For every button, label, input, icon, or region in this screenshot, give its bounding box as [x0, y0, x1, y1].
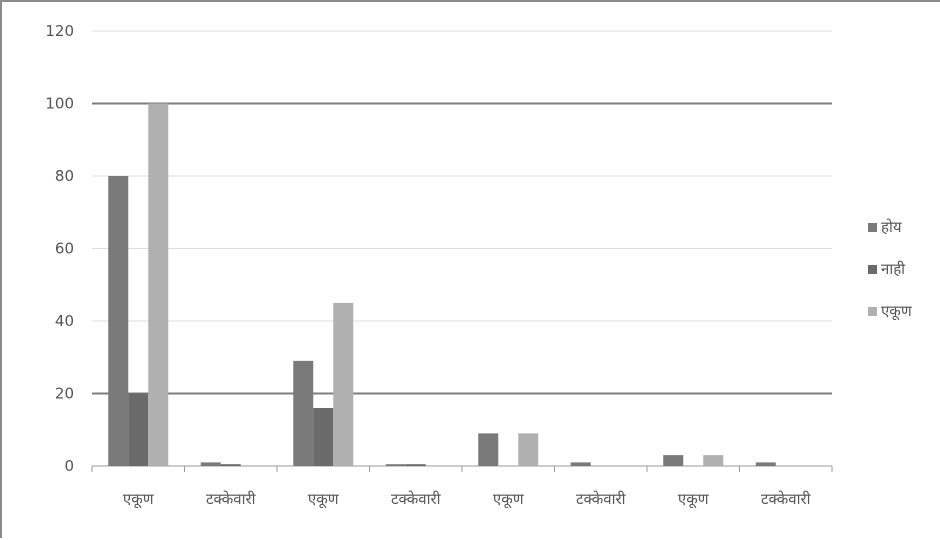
bar: [128, 393, 149, 466]
legend-label: होय: [881, 218, 902, 236]
bar: [220, 464, 241, 466]
y-tick-label: 100: [45, 95, 74, 113]
legend-swatch: [868, 307, 877, 316]
y-tick-label: 60: [55, 240, 74, 258]
x-category-label: एकूण: [123, 490, 155, 509]
category-labels: एकूण टक्केवारी एकूण टक्केवारी एकूण टक्केवारी ए…: [123, 490, 812, 509]
y-tick-label: 20: [55, 385, 74, 403]
bar: [703, 455, 724, 466]
bar: [570, 462, 591, 466]
y-tick-label: 40: [55, 312, 74, 330]
legend-swatch: [868, 265, 877, 274]
bar: [108, 176, 129, 466]
bar: [313, 408, 334, 466]
legend-swatch: [868, 223, 877, 232]
x-category-label: एकूण: [493, 490, 525, 509]
x-category-label: टक्केवारी: [391, 490, 442, 508]
x-category-label: एकूण: [308, 490, 340, 509]
y-tick-label: 80: [55, 167, 74, 185]
bar: [405, 464, 426, 466]
bar: [293, 360, 314, 466]
x-category-label: टक्केवारी: [761, 490, 812, 508]
x-category-label: टक्केवारी: [576, 490, 627, 508]
x-category-label: टक्केवारी: [206, 490, 257, 508]
y-tick-label: 0: [64, 457, 74, 475]
bar: [200, 462, 221, 466]
legend-label: नाही: [881, 260, 906, 278]
bar: [518, 433, 539, 466]
bar: [333, 302, 354, 466]
bar: [755, 462, 776, 466]
x-axis: [91, 465, 833, 472]
gridlines: [92, 30, 832, 395]
y-axis-ticks: 0 20 40 60 80 100 120: [45, 22, 74, 475]
bar: [148, 103, 169, 466]
y-tick-label: 120: [45, 22, 74, 40]
bar: [663, 455, 684, 466]
legend-label: एकूण: [881, 302, 913, 321]
bars: [108, 103, 776, 466]
x-category-label: एकूण: [678, 490, 710, 509]
legend: होय नाही एकूण: [868, 218, 913, 321]
bar: [385, 464, 406, 466]
bar: [478, 433, 499, 466]
